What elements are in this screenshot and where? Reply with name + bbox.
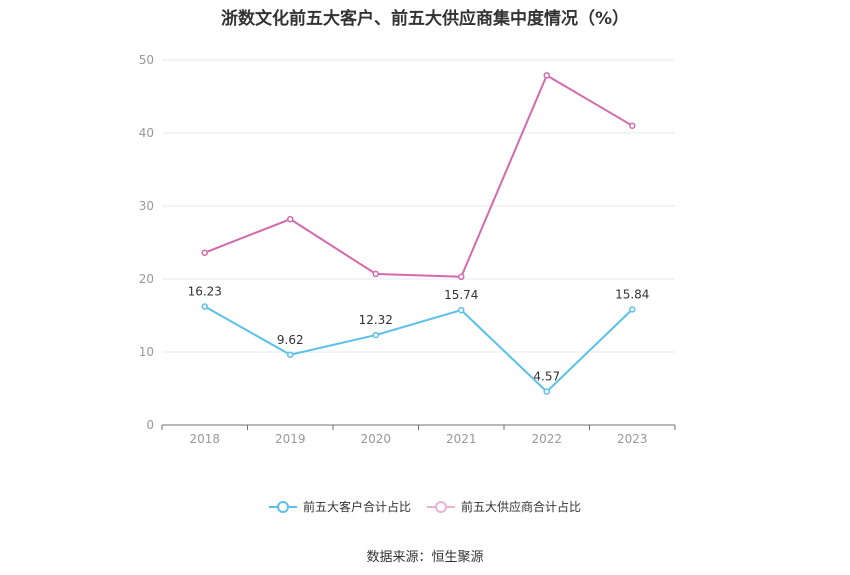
- data-point-customers-2022: [543, 388, 550, 395]
- series-layer: 16.23 9.62 12.32 15.74 4.57 15.84: [188, 72, 649, 395]
- data-point-suppliers-2018: [201, 249, 208, 256]
- data-source-note: 数据来源：恒生聚源: [366, 550, 484, 565]
- x-tick-label-2021: 2021: [446, 432, 477, 446]
- data-point-customers-2021: [458, 306, 465, 314]
- legend-label-suppliers: 前五大供应商合计占比: [461, 500, 582, 514]
- legend-label-customers: 前五大客户合计占比: [302, 500, 411, 514]
- data-label-customers-2020: 12.32: [359, 313, 393, 327]
- y-tick-label-40: 40: [139, 126, 154, 140]
- data-label-customers-2019: 9.62: [277, 333, 304, 347]
- y-tick-label-0: 0: [146, 418, 154, 432]
- legend-marker-suppliers: [427, 500, 455, 514]
- gridlines: [162, 59, 675, 353]
- x-tick-label-2020: 2020: [360, 432, 391, 446]
- data-label-customers-2021: 15.74: [444, 288, 478, 302]
- x-axis: 2018 2019 2020 2021 2022 2023: [161, 424, 676, 446]
- data-label-customers-2022: 4.57: [533, 370, 560, 384]
- chart-title: 浙数文化前五大客户、前五大供应商集中度情况（%）: [220, 9, 630, 29]
- legend-marker-customers: [268, 500, 297, 514]
- legend-item-customers[interactable]: 前五大客户合计占比: [268, 498, 411, 515]
- x-tick-label-2022: 2022: [531, 432, 562, 446]
- data-point-customers-2019: [287, 351, 294, 359]
- y-axis: 0 10 20 30 40 50: [139, 53, 154, 432]
- data-point-customers-2018: [201, 303, 208, 310]
- series-line-suppliers: [204, 74, 633, 278]
- data-label-customers-2018: 16.23: [188, 285, 222, 299]
- y-tick-label-30: 30: [139, 199, 154, 213]
- data-point-customers-2023: [629, 306, 636, 313]
- series-line-customers: [204, 305, 633, 393]
- legend-item-suppliers[interactable]: 前五大供应商合计占比: [427, 498, 581, 515]
- x-tick-label-2019: 2019: [275, 432, 306, 446]
- x-tick-label-2023: 2023: [617, 432, 648, 446]
- data-point-suppliers-2019: [287, 215, 294, 223]
- data-point-suppliers-2022: [543, 72, 550, 79]
- data-point-suppliers-2020: [372, 270, 379, 278]
- y-tick-label-50: 50: [139, 53, 154, 67]
- data-point-suppliers-2021: [458, 273, 465, 281]
- data-label-customers-2023: 15.84: [615, 287, 649, 301]
- x-tick-label-2018: 2018: [189, 432, 220, 446]
- y-tick-label-10: 10: [139, 345, 154, 359]
- y-tick-label-20: 20: [139, 272, 154, 286]
- data-point-customers-2020: [372, 331, 379, 339]
- data-point-suppliers-2023: [629, 122, 636, 129]
- legend: 前五大客户合计占比 前五大供应商合计占比: [0, 498, 850, 515]
